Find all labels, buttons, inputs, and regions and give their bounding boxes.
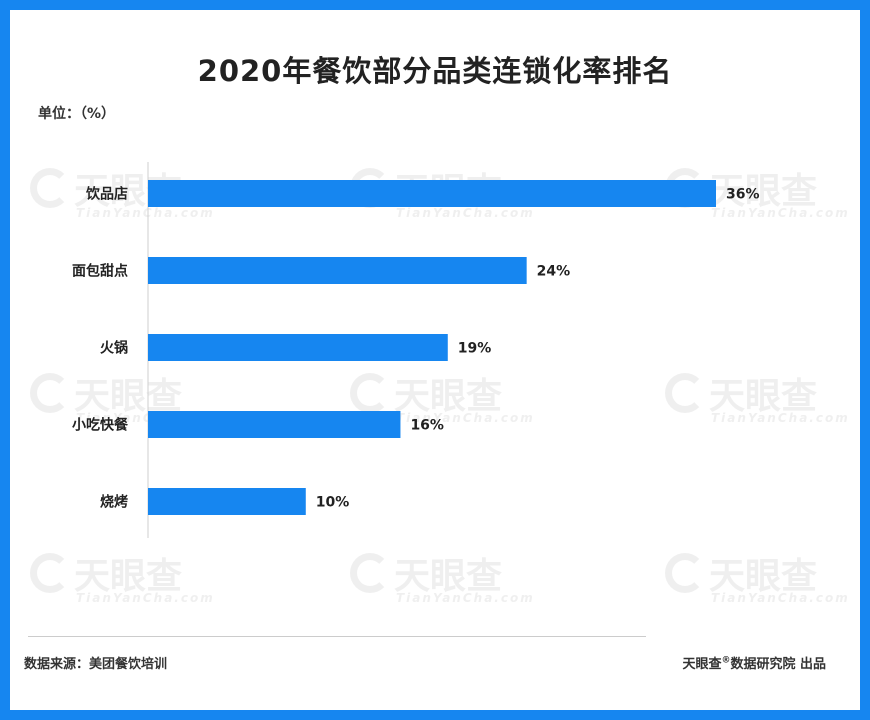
chart-title: 2020年餐饮部分品类连锁化率排名	[197, 54, 673, 88]
credit-rest: 数据研究院 出品	[730, 657, 826, 672]
bar	[148, 334, 448, 361]
footer-divider	[28, 636, 646, 637]
bar	[148, 180, 716, 207]
bar	[148, 257, 527, 284]
category-label: 面包甜点	[72, 263, 128, 280]
data-label: 36%	[726, 187, 760, 203]
category-label: 饮品店	[85, 186, 128, 203]
unit-label: 单位：（%）	[38, 106, 116, 122]
bar	[148, 411, 401, 438]
data-label: 16%	[410, 418, 444, 434]
registered-mark: ®	[721, 655, 731, 666]
data-source: 数据来源：美团餐饮培训	[24, 657, 168, 672]
data-label: 24%	[537, 264, 571, 280]
bar	[148, 488, 306, 515]
credit-brand: 天眼查	[682, 657, 722, 672]
bar-chart: 饮品店 36% 面包甜点 24% 火锅 19% 小吃快餐 16% 烧烤 10%	[72, 162, 760, 538]
publisher-credit: 天眼查®数据研究院 出品	[682, 653, 826, 672]
category-label: 火锅	[100, 341, 128, 357]
data-label: 10%	[316, 495, 350, 511]
data-label: 19%	[458, 341, 492, 357]
category-label: 小吃快餐	[72, 417, 129, 434]
category-label: 烧烤	[100, 494, 128, 511]
